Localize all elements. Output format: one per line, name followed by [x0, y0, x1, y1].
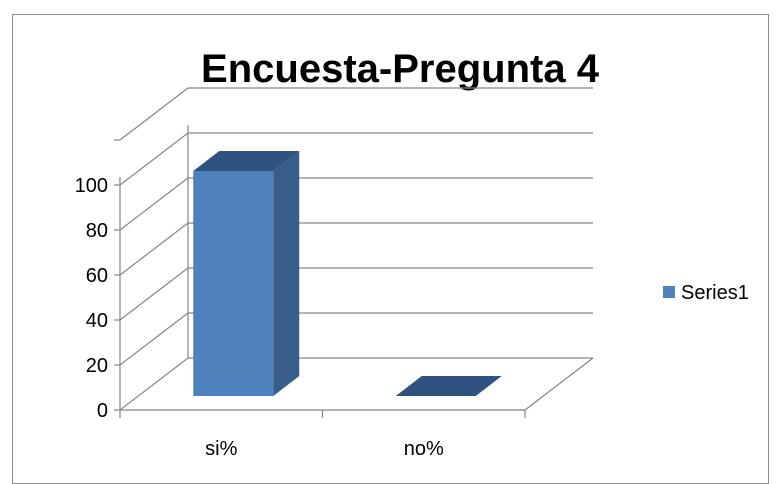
gridline-left-wall — [119, 222, 189, 276]
x-axis-categories: si% no% — [205, 438, 444, 460]
y-tick-label: 0 — [97, 400, 108, 422]
gridline-left-wall — [119, 177, 189, 231]
y-tick-label: 80 — [86, 220, 108, 242]
legend: Series1 — [663, 282, 749, 304]
legend-swatch-series1 — [663, 286, 675, 298]
x-category-label: no% — [404, 438, 444, 460]
gridline-left-wall — [119, 267, 189, 321]
bars-layer — [193, 151, 502, 396]
bar-si — [193, 151, 300, 396]
bar-front-face — [193, 171, 274, 396]
bar-top-face — [193, 151, 300, 171]
floor-right-edge — [524, 357, 594, 411]
gridline-left-wall — [119, 87, 189, 141]
y-tick-label: 60 — [86, 265, 108, 287]
y-tick-label: 100 — [75, 175, 108, 197]
bar-side-face — [273, 151, 300, 396]
y-axis-ticks: 0 20 40 60 80 100 — [75, 175, 108, 422]
gridline-left-wall — [119, 312, 189, 366]
chart-frame — [12, 14, 769, 484]
grid-layer — [114, 87, 594, 418]
gridline-left-wall — [119, 132, 189, 186]
bar-top-face — [395, 376, 502, 396]
gridline-left-wall — [119, 357, 189, 411]
legend-label-series1: Series1 — [681, 282, 749, 304]
x-category-label: si% — [205, 438, 237, 460]
y-tick-label: 20 — [86, 355, 108, 377]
chart-title: Encuesta-Pregunta 4 — [201, 47, 600, 91]
y-tick-label: 40 — [86, 310, 108, 332]
bar-no — [395, 376, 502, 396]
